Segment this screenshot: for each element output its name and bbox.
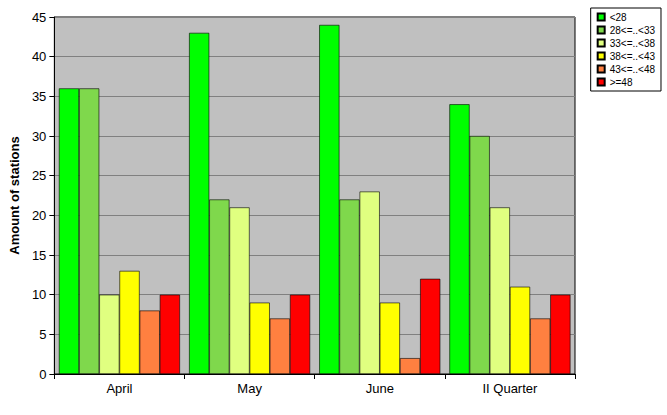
svg-text:40: 40 [32, 49, 46, 64]
svg-text:>=48: >=48 [610, 77, 633, 88]
svg-text:28<=..<33: 28<=..<33 [610, 25, 656, 36]
svg-text:April: April [106, 381, 132, 396]
svg-text:25: 25 [32, 168, 46, 183]
svg-text:15: 15 [32, 248, 46, 263]
svg-text:<28: <28 [610, 12, 627, 23]
svg-text:38<=..<43: 38<=..<43 [610, 51, 656, 62]
svg-text:43<=..<48: 43<=..<48 [610, 64, 656, 75]
svg-text:10: 10 [32, 287, 46, 302]
svg-text:20: 20 [32, 208, 46, 223]
svg-text:0: 0 [39, 367, 46, 382]
svg-text:Amount of stations: Amount of stations [7, 136, 22, 254]
svg-text:II Quarter: II Quarter [482, 381, 538, 396]
svg-text:5: 5 [39, 327, 46, 342]
svg-text:May: May [237, 381, 262, 396]
svg-text:33<=..<38: 33<=..<38 [610, 38, 656, 49]
svg-text:30: 30 [32, 129, 46, 144]
svg-text:June: June [366, 381, 394, 396]
svg-text:35: 35 [32, 89, 46, 104]
svg-text:45: 45 [32, 10, 46, 25]
